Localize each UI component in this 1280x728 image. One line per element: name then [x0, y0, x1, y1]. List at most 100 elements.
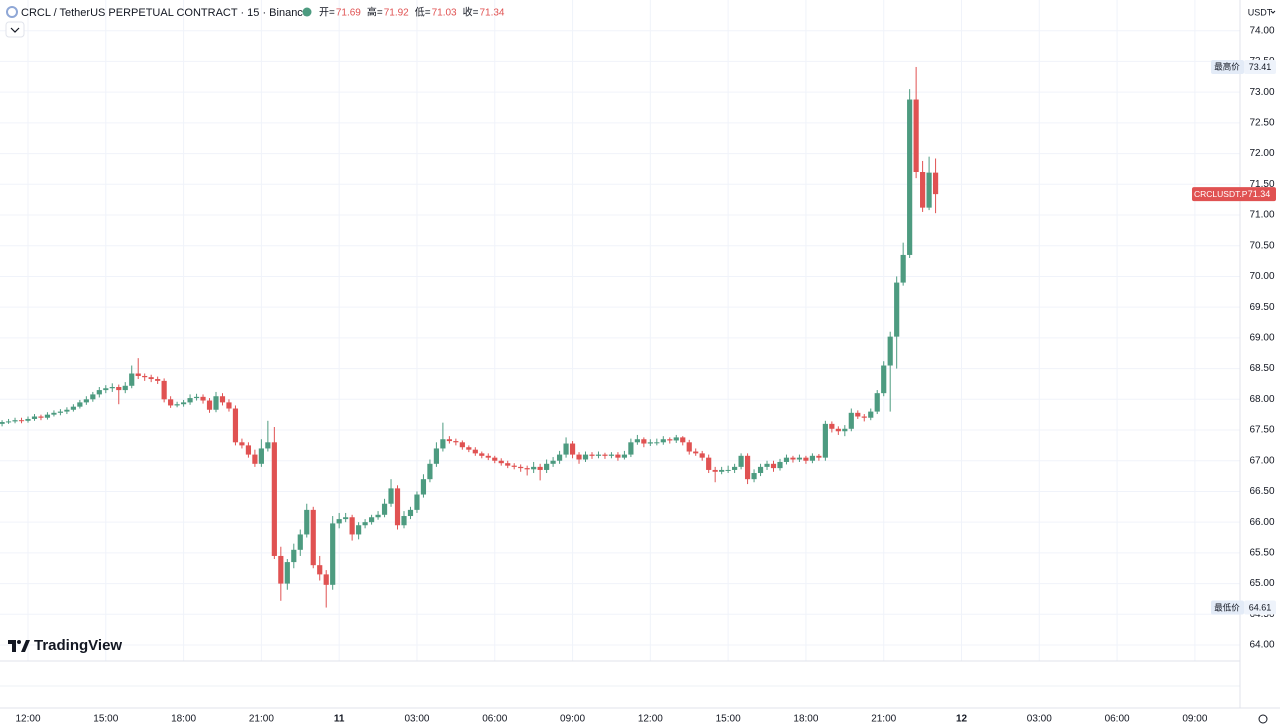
ohlc-label: 低= — [415, 6, 431, 19]
candle-body — [615, 454, 621, 458]
y-tick-label: 65.00 — [1249, 578, 1274, 589]
x-tick-label: 15:00 — [716, 714, 741, 725]
ohlc-value: 71.03 — [432, 8, 457, 19]
y-tick-label: 67.00 — [1249, 455, 1274, 466]
extreme-badge-label — [1211, 600, 1244, 615]
candle-body — [459, 442, 465, 448]
candle-body — [725, 469, 731, 471]
candle-body — [103, 388, 109, 391]
y-tick-label: 74.00 — [1249, 25, 1274, 36]
last-price-symbol: CRCLUSDT.P — [1194, 189, 1248, 199]
candle-body — [881, 365, 887, 394]
candle-body — [18, 420, 25, 422]
collapse-button[interactable] — [5, 21, 25, 38]
candle-body — [381, 503, 388, 515]
y-tick-label: 70.00 — [1249, 271, 1274, 282]
candle-body — [492, 457, 498, 461]
x-tick-label: 15:00 — [93, 714, 118, 725]
candle-body — [621, 454, 628, 458]
logo-text: TradingView — [34, 637, 122, 654]
candle-body — [0, 422, 5, 424]
candle-body — [297, 534, 303, 550]
candle-body — [505, 463, 511, 466]
candle-body — [537, 466, 543, 470]
y-tick-label: 72.00 — [1249, 148, 1274, 159]
candle-body — [894, 282, 900, 337]
extreme-label: 最低价 — [1214, 602, 1240, 612]
candle-body — [206, 400, 213, 410]
candle-body — [70, 406, 76, 410]
y-tick-label: 73.00 — [1249, 87, 1274, 98]
candle-body — [680, 437, 686, 443]
ohlc-value: 71.34 — [479, 8, 504, 19]
candle-body — [310, 509, 316, 566]
candle-body — [920, 172, 926, 208]
candle-body — [654, 442, 660, 444]
candle-body — [855, 412, 861, 417]
candle-body — [330, 523, 336, 585]
candle-body — [284, 562, 290, 584]
candle-body — [660, 439, 666, 443]
extreme-value: 64.61 — [1249, 602, 1272, 612]
candle-body — [168, 399, 174, 406]
candle-body — [109, 387, 115, 389]
x-tick-label: 12:00 — [638, 714, 663, 725]
candle-body — [219, 396, 226, 403]
candle-body — [732, 466, 738, 470]
candle-body — [641, 439, 647, 444]
currency-chevron — [1270, 10, 1276, 14]
ohlc-label: 开= — [319, 8, 335, 19]
price-badges: 最高价 73.41 CRCLUSDT.P 71.34 最低价 64.61 — [1192, 59, 1276, 615]
candle-body — [595, 454, 602, 456]
y-tick-label: 67.50 — [1249, 425, 1274, 436]
candle-body — [647, 442, 653, 444]
candle-body — [531, 466, 537, 470]
candle-body — [485, 455, 491, 458]
chevron-icon — [10, 27, 20, 33]
candle-body — [239, 442, 245, 446]
y-tick-label: 65.50 — [1249, 548, 1274, 559]
candle-body — [608, 454, 615, 456]
candle-body — [278, 555, 284, 584]
symbol-icon — [6, 6, 18, 18]
candle-body — [835, 428, 841, 432]
candle-body — [524, 468, 530, 470]
candle-body — [466, 447, 472, 450]
currency-selector[interactable]: USDT — [1248, 7, 1273, 17]
y-tick-label: 69.00 — [1249, 333, 1274, 344]
candle-body — [122, 385, 128, 391]
y-tick-label: 66.00 — [1249, 517, 1274, 528]
candle-body — [394, 488, 401, 526]
candle-body — [161, 380, 167, 400]
y-tick-label: 64.00 — [1249, 640, 1274, 651]
x-tick-label: 06:00 — [1105, 714, 1130, 725]
ohlc-value: 71.69 — [336, 8, 361, 19]
candle-body — [258, 448, 264, 464]
candle-body — [472, 449, 478, 454]
x-tick-label: 18:00 — [171, 714, 196, 725]
candle-body — [479, 453, 485, 456]
candle-body — [770, 463, 777, 469]
candle-body — [913, 99, 919, 173]
candle-body — [77, 402, 83, 407]
market-status[interactable] — [302, 7, 312, 17]
candle-body — [816, 455, 822, 458]
candle-body — [271, 442, 277, 556]
candle-body — [589, 454, 595, 456]
x-tick-label: 09:00 — [1182, 714, 1207, 725]
extreme-label: 最高价 — [1214, 62, 1240, 72]
y-tick-label: 72.50 — [1249, 118, 1274, 129]
x-tick-label: 21:00 — [871, 714, 896, 725]
grid — [0, 0, 1240, 661]
candle-body — [148, 377, 154, 380]
candle-body — [336, 519, 342, 524]
candle-body — [213, 396, 219, 410]
candle-body — [673, 437, 679, 441]
candle-body — [304, 509, 310, 535]
x-tick-label: 03:00 — [404, 714, 429, 725]
candle-body — [926, 172, 932, 208]
settings-button[interactable] — [1258, 714, 1268, 724]
candle-body — [252, 454, 258, 464]
x-tick-label: 12:00 — [15, 714, 40, 725]
